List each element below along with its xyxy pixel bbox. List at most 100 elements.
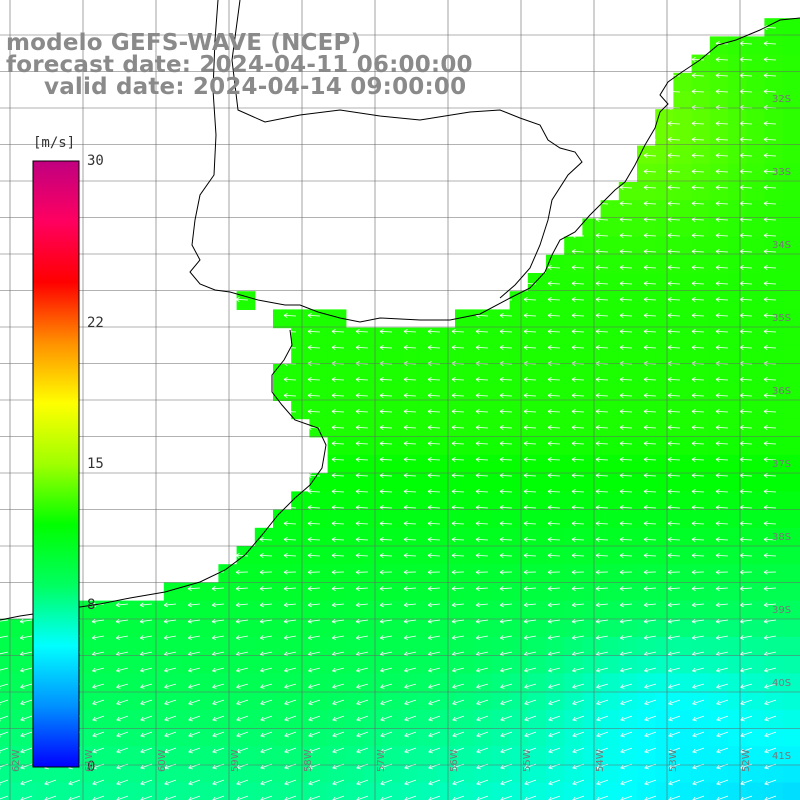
speed-cell xyxy=(618,782,638,800)
speed-cell xyxy=(709,728,729,747)
wind-arrow xyxy=(715,313,729,318)
speed-cell xyxy=(691,236,711,256)
wind-arrow xyxy=(547,281,561,286)
speed-cell xyxy=(291,546,310,565)
wind-arrow xyxy=(715,281,729,286)
wind-arrow xyxy=(331,489,345,494)
wind-arrow xyxy=(572,747,585,754)
speed-cell xyxy=(327,782,347,800)
speed-cell xyxy=(309,473,329,492)
speed-cell xyxy=(364,491,383,511)
speed-cell xyxy=(655,200,674,219)
speed-cell xyxy=(691,564,711,583)
speed-cell xyxy=(709,236,729,256)
wind-arrow xyxy=(428,779,441,786)
wind-arrow xyxy=(476,715,489,722)
speed-cell xyxy=(582,273,602,292)
speed-cell xyxy=(564,618,583,638)
wind-arrow xyxy=(404,731,417,738)
wind-arrow xyxy=(164,667,177,673)
wind-arrow xyxy=(403,329,417,334)
wind-arrow xyxy=(763,137,777,142)
speed-cell xyxy=(491,691,511,711)
wind-arrow xyxy=(715,635,729,640)
wind-arrow xyxy=(523,569,537,575)
speed-cell xyxy=(364,509,383,529)
speed-cell xyxy=(527,309,547,329)
speed-cell xyxy=(782,254,800,274)
wind-arrow xyxy=(619,473,633,478)
speed-cell xyxy=(600,200,620,219)
speed-cell xyxy=(709,54,729,74)
speed-cell xyxy=(691,582,711,602)
wind-arrow xyxy=(187,586,201,591)
wind-arrow xyxy=(92,667,105,673)
speed-cell xyxy=(709,527,729,547)
wind-arrow xyxy=(451,553,465,558)
wind-arrow xyxy=(164,763,177,770)
wind-arrow xyxy=(499,409,513,414)
speed-cell xyxy=(582,564,602,583)
speed-cell xyxy=(527,509,547,529)
speed-cell xyxy=(382,691,401,711)
speed-cell xyxy=(509,582,529,602)
speed-cell xyxy=(582,436,602,456)
speed-cell xyxy=(673,127,693,147)
speed-cell xyxy=(163,673,183,693)
wind-arrow xyxy=(619,521,633,526)
wind-arrow xyxy=(763,425,777,430)
speed-cell xyxy=(782,200,800,219)
speed-cell xyxy=(582,309,602,329)
speed-cell xyxy=(655,691,674,711)
wind-arrow xyxy=(428,715,441,722)
speed-cell xyxy=(709,200,729,219)
wind-arrow xyxy=(571,521,585,526)
speed-cell xyxy=(527,691,547,711)
wind-arrow xyxy=(523,586,537,591)
wind-arrow xyxy=(380,699,393,706)
speed-cell xyxy=(728,637,747,656)
speed-cell xyxy=(673,509,693,529)
wind-arrow xyxy=(475,569,489,575)
wind-arrow xyxy=(715,57,729,62)
speed-cell xyxy=(345,618,365,638)
speed-cell xyxy=(436,746,456,765)
speed-cell xyxy=(527,455,547,474)
wind-arrow xyxy=(739,409,753,414)
speed-cell xyxy=(527,637,547,656)
wind-arrow xyxy=(643,329,657,334)
speed-cell xyxy=(782,309,800,329)
speed-cell xyxy=(200,618,219,638)
wind-arrow xyxy=(739,489,753,494)
wind-arrow xyxy=(379,521,393,526)
speed-cell xyxy=(364,728,383,747)
wind-arrow xyxy=(643,586,657,591)
speed-cell xyxy=(473,400,492,420)
speed-cell xyxy=(254,637,274,656)
wind-arrow xyxy=(451,537,465,542)
speed-cell xyxy=(327,345,347,365)
wind-arrow xyxy=(260,683,273,689)
wind-arrow xyxy=(92,731,105,738)
wind-arrow xyxy=(692,763,705,770)
speed-cell xyxy=(345,637,365,656)
speed-cell xyxy=(709,655,729,674)
speed-cell xyxy=(473,637,492,656)
wind-arrow xyxy=(259,537,273,542)
wind-arrow xyxy=(643,457,657,462)
speed-cell xyxy=(218,655,238,674)
speed-cell xyxy=(527,746,547,765)
speed-cell xyxy=(782,509,800,529)
speed-cell xyxy=(491,673,511,693)
wind-arrow xyxy=(691,201,705,206)
speed-cell xyxy=(728,345,747,365)
speed-cell xyxy=(218,637,238,656)
speed-cell xyxy=(618,364,638,383)
speed-cell xyxy=(18,673,37,693)
speed-cell xyxy=(600,509,620,529)
speed-cell xyxy=(382,509,401,529)
speed-cell xyxy=(200,600,219,620)
speed-cell xyxy=(618,236,638,256)
speed-cell xyxy=(637,182,656,201)
